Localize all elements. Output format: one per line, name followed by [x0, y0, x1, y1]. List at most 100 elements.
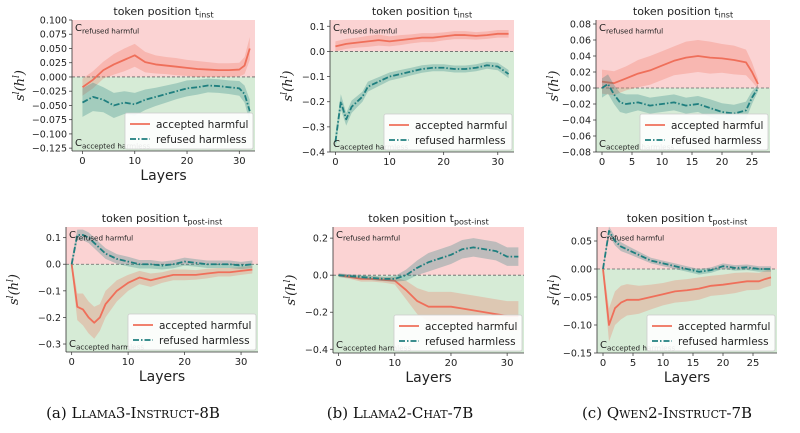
x-axis-label: Layers — [664, 370, 710, 386]
y-tick-label: −0.2 — [38, 313, 61, 324]
y-tick-label: −0.3 — [302, 122, 325, 133]
x-tick-label: 5 — [630, 358, 636, 369]
caption-prefix: (c) — [581, 404, 607, 422]
chart-panel-1: Crefused harmful Caccepted harmless 0.100 0… — [12, 5, 255, 184]
x-tick-label: 25 — [747, 358, 760, 369]
x-tick-label: 30 — [491, 157, 504, 168]
y-tick-label: −0.06 — [562, 132, 591, 143]
legend-label: refused harmless — [156, 134, 247, 146]
x-axis-label: Layers — [139, 369, 185, 385]
y-tick-label: 0.0 — [310, 47, 325, 58]
legend: accepted harmful refused harmless — [383, 113, 513, 151]
y-tick-label: 0.05 — [571, 237, 592, 248]
y-tick-label: 0.2 — [313, 234, 328, 245]
y-tick-label: −0.075 — [32, 115, 67, 126]
y-tick-label: −0.100 — [32, 129, 67, 140]
y-tick-label: 0.0 — [313, 271, 328, 282]
x-tick-label: 0 — [332, 157, 338, 168]
series-line-refused-harmless — [82, 84, 251, 112]
caption-model: Llama3-Instruct-8B — [71, 404, 220, 422]
x-tick-label: 0 — [600, 358, 606, 369]
x-tick-label: 20 — [437, 157, 450, 168]
harmful-region — [72, 20, 255, 77]
x-tick-label: 15 — [687, 358, 700, 369]
chart-panel-6: Crefused harmful Caccepted harmless 0.05 0.… — [547, 212, 777, 386]
chart-panel-2: Crefused harmful Caccepted harmless 0.1 0.0… — [280, 5, 514, 168]
y-tick-label: 0.00 — [570, 84, 591, 95]
series-band-accepted-harmful — [602, 40, 758, 96]
chart-title: token position tpost-inst — [627, 212, 747, 227]
x-tick-label: 20 — [716, 157, 729, 168]
chart-title: token position tpost-inst — [368, 212, 488, 227]
legend-label: accepted harmful — [159, 320, 251, 332]
caption-prefix: (a) — [46, 404, 72, 422]
y-tick-label: 0.050 — [40, 44, 67, 55]
series-band-accepted-harmful — [71, 258, 253, 339]
series-band-refused-harmless — [82, 78, 250, 123]
y-tick-label: −0.10 — [563, 321, 592, 332]
y-tick-label: 0.075 — [40, 30, 67, 41]
harmful-region — [597, 227, 777, 269]
x-tick-label: 15 — [686, 157, 699, 168]
region-label-refused-harmful: Crefused harmful — [75, 23, 139, 36]
y-tick-label: −0.3 — [38, 340, 61, 351]
legend-box — [639, 113, 769, 151]
y-tick-label: −0.050 — [32, 101, 67, 112]
y-tick-label: −0.08 — [562, 148, 591, 159]
y-tick-label: 0.00 — [571, 265, 592, 276]
caption-c: (c) Qwen2-Instruct-7B — [534, 404, 800, 422]
y-tick-label: −0.4 — [305, 345, 328, 356]
region-label-refused-harmful: Crefused harmful — [600, 230, 664, 243]
legend-label: refused harmless — [678, 336, 769, 348]
region-label-accepted-harmless: Caccepted harmless — [336, 340, 411, 353]
region-label-refused-harmful: Crefused harmful — [69, 230, 133, 243]
series-band-refused-harmless — [338, 238, 519, 282]
x-tick-label: 20 — [445, 358, 458, 369]
y-tick-label: 0.02 — [570, 68, 591, 79]
chart-title: token position tinst — [633, 5, 733, 20]
series-line-accepted-harmful — [338, 274, 519, 317]
legend: accepted harmful refused harmless — [639, 113, 769, 151]
y-tick-label: 0.1 — [46, 233, 61, 244]
legend: accepted harmful refused harmless — [646, 314, 776, 352]
y-tick-label: −0.2 — [305, 308, 328, 319]
chart-title: token position tinst — [372, 5, 472, 20]
x-tick-label: 30 — [501, 358, 514, 369]
region-label-accepted-harmless: Caccepted harmless — [333, 139, 408, 152]
caption-model: Llama2-Chat-7B — [352, 404, 474, 422]
legend-box — [646, 314, 776, 352]
legend-box — [383, 113, 513, 151]
legend-label: accepted harmful — [415, 120, 507, 132]
caption-model: Qwen2-Instruct-7B — [606, 404, 753, 422]
legend: accepted harmful refused harmless — [393, 314, 523, 352]
x-tick-label: 20 — [178, 357, 191, 368]
y-axis-label: sl(hl) — [6, 274, 22, 305]
y-tick-label: 0.1 — [310, 22, 325, 33]
y-axis-label: sl(hl) — [546, 71, 562, 102]
x-axis-label: Layers — [140, 168, 186, 184]
legend-label: refused harmless — [671, 135, 762, 147]
region-label-accepted-harmless: Caccepted harmless — [600, 340, 675, 353]
legend-label: refused harmless — [425, 336, 516, 348]
y-tick-label: −0.4 — [302, 148, 325, 159]
series-line-refused-harmless — [338, 246, 519, 280]
chart-title: token position tpost-inst — [102, 212, 222, 227]
x-tick-label: 10 — [388, 358, 401, 369]
y-axis-label: sl(hl) — [280, 71, 296, 102]
region-label-refused-harmful: Crefused harmful — [599, 23, 663, 36]
harmful-region — [596, 20, 770, 88]
x-tick-label: 10 — [383, 157, 396, 168]
series-line-accepted-harmful — [601, 55, 759, 85]
y-tick-label: −0.04 — [562, 116, 591, 127]
y-tick-label: 0.08 — [570, 20, 591, 31]
x-tick-label: 10 — [657, 358, 670, 369]
x-tick-label: 5 — [629, 157, 635, 168]
legend-label: accepted harmful — [156, 119, 248, 131]
region-label-refused-harmful: Crefused harmful — [333, 23, 397, 36]
harmful-region — [333, 227, 524, 276]
legend: accepted harmful refused harmless — [127, 313, 257, 351]
series-band-refused-harmless — [335, 61, 509, 150]
region-label-accepted-harmless: Caccepted harmless — [69, 339, 144, 352]
y-tick-label: −0.2 — [302, 97, 325, 108]
